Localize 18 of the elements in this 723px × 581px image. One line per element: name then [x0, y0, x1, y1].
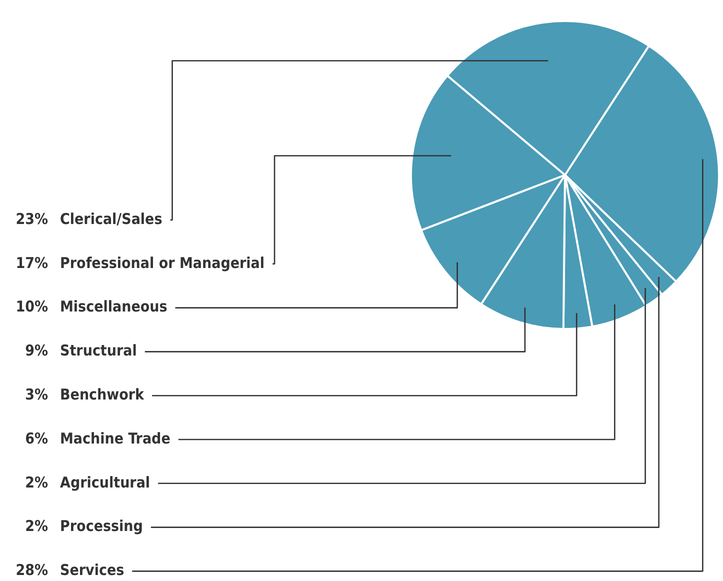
slice-label: Machine Trade	[60, 429, 170, 448]
data-label: 28%	[16, 561, 48, 580]
data-label: 2%	[25, 473, 48, 492]
data-label: 6%	[25, 429, 48, 448]
data-label: 2%	[25, 517, 48, 536]
slice-label: Processing	[60, 517, 143, 536]
slice-label: Miscellaneous	[60, 298, 168, 316]
slice-label: Structural	[60, 342, 137, 360]
slice-label: Clerical/Sales	[60, 210, 162, 228]
data-label: 9%	[25, 342, 48, 360]
slice-label: Services	[60, 561, 124, 580]
data-label: 10%	[16, 298, 48, 316]
data-label: 3%	[25, 385, 48, 404]
data-label: 23%	[16, 210, 48, 228]
slice-label: Agricultural	[60, 473, 150, 492]
slice-label: Benchwork	[60, 385, 146, 404]
slice-label: Professional or Managerial	[60, 254, 265, 272]
data-label: 17%	[16, 254, 48, 272]
